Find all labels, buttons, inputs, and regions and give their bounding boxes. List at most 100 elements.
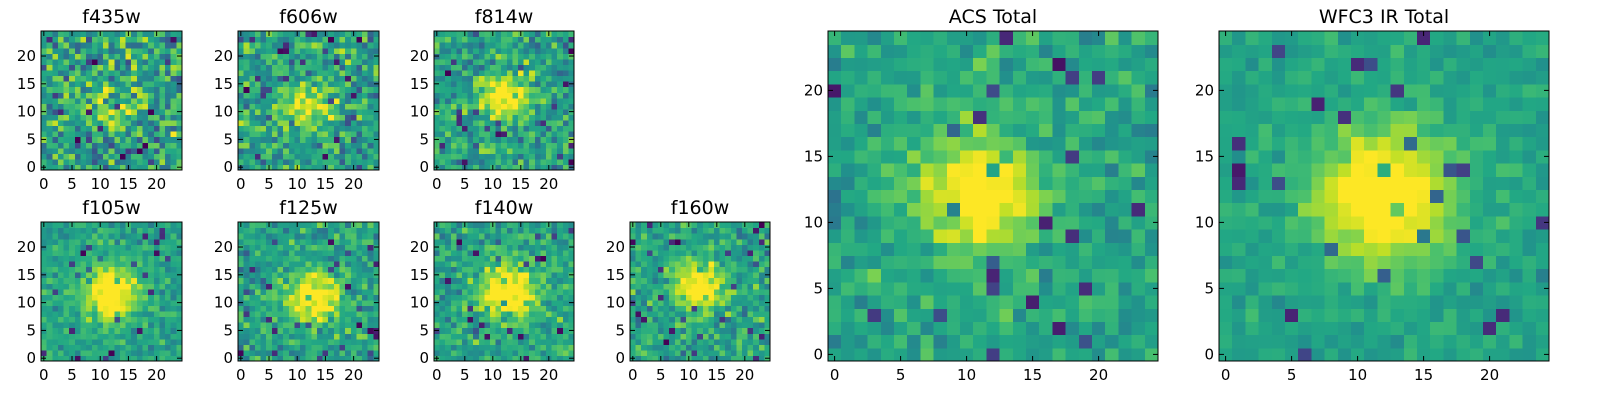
pixel-cell [434,131,441,138]
pixel-cell [986,295,1001,309]
pixel-cell [52,153,59,160]
pixel-cell [686,294,693,301]
pixel-cell [635,344,642,351]
pixel-cell [356,294,363,301]
pixel-cell [108,164,115,171]
pixel-cell [266,47,273,54]
pixel-cell [91,277,98,284]
pixel-cell [495,136,502,143]
pixel-cell [266,283,273,290]
pixel-cell [131,97,138,104]
pixel-cell [131,277,138,284]
pixel-cell [495,119,502,127]
pixel-cell [445,136,452,143]
pixel-cell [114,333,121,340]
pixel-cell [249,338,256,345]
pixel-cell [52,349,59,357]
pixel-cell [316,227,324,234]
pixel-cell [540,114,547,121]
pixel-cell [367,266,374,273]
pixel-cell [322,238,329,245]
pixel-cell [57,158,65,166]
pixel-cell [867,149,882,164]
pixel-cell [159,260,166,268]
pixel-cell [1118,347,1133,362]
pixel-cell [450,294,457,301]
pixel-cell [136,103,144,110]
pixel-cell [176,333,183,340]
pixel-cell [736,327,743,334]
pixel-cell [546,86,553,93]
pixel-cell [57,272,65,279]
pixel-cell [97,97,104,104]
pixel-cell [271,119,279,127]
pixel-cell [300,147,307,154]
pixel-cell [841,281,855,296]
pixel-cell [523,75,530,82]
pixel-cell [333,31,341,38]
pixel-cell [57,69,65,77]
pixel-cell [764,349,771,357]
pixel-cell [260,288,267,295]
pixel-cell [311,64,318,71]
pixel-cell [367,131,374,138]
pixel-cell [249,142,256,149]
pixel-cell [680,227,687,234]
pixel-cell [249,349,256,357]
pixel-cell [283,147,290,154]
pixel-cell [439,153,446,160]
pixel-cell [568,316,575,323]
pixel-cell [86,277,93,284]
pixel-cell [534,260,541,268]
pixel-cell [74,338,82,345]
pixel-cell [131,53,138,60]
pixel-cell [356,327,363,334]
pixel-cell [367,103,374,110]
pixel-cell [1092,163,1106,177]
pixel-cell [153,158,161,166]
pixel-cell [238,75,245,82]
pixel-cell [747,322,754,329]
pixel-cell [243,266,250,273]
pixel-cell [300,131,307,138]
pixel-cell [350,272,358,279]
pixel-cell [305,255,312,262]
pixel-cell [46,42,53,49]
pixel-cell [170,244,177,251]
pixel-cell [238,283,245,290]
pixel-cell [1105,176,1119,190]
pixel-cell [456,64,463,71]
pixel-cell [283,283,290,290]
pixel-cell [986,202,1001,217]
pixel-cell [512,153,519,160]
pixel-cell [546,333,553,340]
pixel-cell [142,322,149,329]
pixel-cell [271,349,279,357]
pixel-cell [367,136,374,143]
pixel-cell [495,42,502,49]
pixel-cell [238,142,245,149]
pixel-cell [894,334,908,349]
pixel-cell [63,349,70,357]
pixel-cell [512,97,519,104]
pixel-cell [456,42,463,49]
pixel-cell [523,53,530,60]
pixel-cell [753,272,760,279]
pixel-cell [439,227,446,234]
pixel-cell [63,108,70,115]
pixel-cell [960,242,974,256]
pixel-cell [674,283,681,290]
pixel-cell [450,266,457,273]
pixel-cell [960,295,974,309]
pixel-cell [91,238,98,245]
pixel-cell [288,119,295,127]
pixel-cell [663,305,670,312]
pixel-cell [131,288,138,295]
pixel-cell [316,147,324,154]
pixel-cell [546,260,553,268]
pixel-cell [512,238,519,245]
pixel-cell [345,266,352,273]
pixel-cell [473,283,480,290]
pixel-cell [439,349,446,357]
